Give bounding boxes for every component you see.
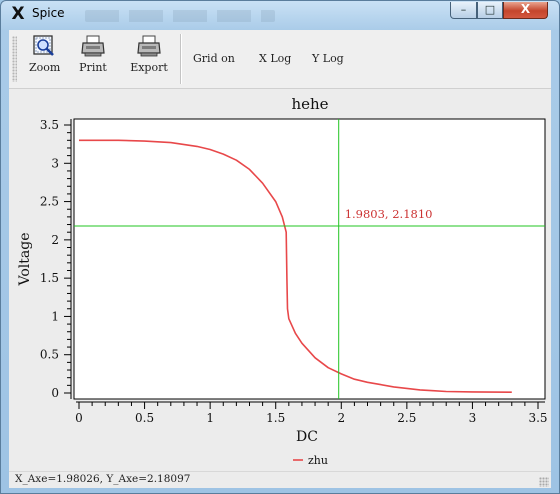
y-tick-label: 3: [51, 156, 59, 170]
minimize-button[interactable]: –: [450, 2, 477, 19]
x-tick-label: 1: [206, 411, 214, 425]
zoom-icon: [33, 35, 54, 56]
print-button[interactable]: Print: [75, 34, 111, 74]
y-tick-label: 0: [51, 386, 59, 400]
x-tick-label: 2.5: [397, 411, 416, 425]
title-bar[interactable]: X Spice – □ X: [1, 1, 559, 29]
y-log-button[interactable]: Y Log: [312, 52, 344, 65]
plot-area: hehe 0 0.5 1 1.5 2 2.5 3 3.5 0 0.5 1 1.5 2 2.5 3 3.5 1.…: [9, 89, 551, 471]
close-button[interactable]: X: [503, 2, 548, 19]
maximize-button[interactable]: □: [477, 2, 503, 19]
y-tick-label: 1: [51, 309, 59, 323]
plot-canvas[interactable]: [73, 118, 546, 400]
voltage-chart[interactable]: hehe 0 0.5 1 1.5 2 2.5 3 3.5 0 0.5 1 1.5 2 2.5 3 3.5 1.…: [9, 89, 551, 471]
x-logo-icon: X: [11, 4, 25, 24]
chart-marks: 1.9803, 2.1810: [74, 119, 545, 399]
x-log-button[interactable]: X Log: [259, 52, 292, 65]
export-label: Export: [130, 61, 168, 74]
x-tick-label: 2: [337, 411, 345, 425]
x-tick-label: 0.5: [135, 411, 154, 425]
status-bar: X_Axe=1.98026, Y_Axe=2.18097: [9, 471, 551, 488]
zoom-label: Zoom: [29, 61, 61, 74]
blurred-menu-bar: [85, 10, 275, 22]
grid-toggle-button[interactable]: Grid on: [193, 52, 235, 65]
axes: 0 0.5 1 1.5 2 2.5 3 3.5 0 0.5 1 1.5 2 2.5 3 3.5: [40, 118, 548, 425]
y-tick-label: 0.5: [40, 348, 59, 362]
printer-icon: [81, 35, 105, 57]
chart-title: hehe: [291, 95, 328, 113]
export-icon: [137, 35, 161, 57]
legend-entry: zhu: [308, 454, 328, 467]
y-tick-label: 2: [51, 233, 59, 247]
x-axis-label: DC: [296, 429, 318, 445]
x-tick-label: 0: [75, 411, 83, 425]
coordinate-readout: X_Axe=1.98026, Y_Axe=2.18097: [15, 473, 191, 485]
zoom-button[interactable]: Zoom: [29, 34, 61, 74]
resize-grip[interactable]: [539, 477, 549, 487]
export-button[interactable]: Export: [127, 34, 171, 74]
series-line-zhu: [79, 139, 512, 393]
y-tick-label: 1.5: [40, 271, 59, 285]
toolbar: Zoom Print Export Grid on X Log Y Log: [9, 30, 551, 89]
crosshair-label: 1.9803, 2.1810: [345, 207, 433, 221]
y-tick-label: 3.5: [40, 118, 59, 132]
x-tick-label: 3.5: [528, 411, 547, 425]
y-tick-label: 2.5: [40, 195, 59, 209]
toolbar-separator: [180, 34, 181, 84]
toolbar-grip[interactable]: [12, 36, 17, 82]
y-axis-label: Voltage: [17, 233, 33, 287]
window-title: Spice: [32, 6, 65, 20]
x-tick-label: 1.5: [266, 411, 285, 425]
legend: zhu: [293, 454, 328, 467]
x-tick-label: 3: [469, 411, 477, 425]
print-label: Print: [79, 61, 107, 74]
